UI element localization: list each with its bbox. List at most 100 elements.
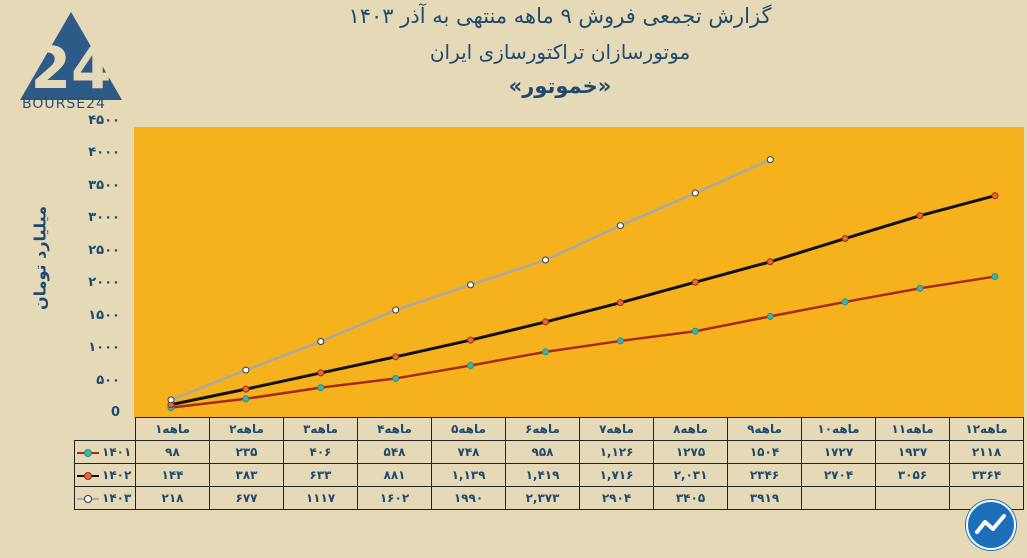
data-point bbox=[691, 327, 699, 335]
table-cell: ۱۵۰۴ bbox=[727, 440, 802, 464]
table-cell: ۲۱۸ bbox=[135, 486, 210, 510]
bourse24-logo: 24 bbox=[20, 12, 122, 102]
chart-title: گزارش تجمعی فروش ۹ ماهه منتهی به آذر ۱۴۰… bbox=[348, 4, 772, 28]
legend-entry: ۱۴۰۳ bbox=[74, 486, 136, 510]
table-cell: ۲۹۰۴ bbox=[579, 486, 654, 510]
table-row: ۱۴۰۳ ۲۱۸ ۶۷۷ ۱۱۱۷ ۱۶۰۲ ۱۹۹۰ ۲,۳۷۳ ۲۹۰۴ ۳۴۰۵ ۳۹۱۹ bbox=[74, 486, 1024, 510]
table-cell: ۱,۱۲۶ bbox=[579, 440, 654, 464]
data-point bbox=[467, 336, 475, 344]
data-point bbox=[916, 284, 924, 292]
data-point bbox=[467, 361, 475, 369]
chart-subtitle: موتورسازان تراکتورسازی ایران bbox=[429, 40, 691, 64]
table-cell: ۱,۱۳۹ bbox=[431, 463, 506, 487]
data-point bbox=[242, 385, 250, 393]
legend-label: ۱۴۰۱ bbox=[102, 445, 132, 459]
category-label: ۱ماهه bbox=[135, 417, 210, 441]
legend-entry: ۱۴۰۱ bbox=[74, 440, 136, 464]
data-point bbox=[317, 384, 325, 392]
data-point bbox=[991, 273, 999, 281]
series-line-1 bbox=[170, 275, 996, 409]
table-cell: ۶۷۷ bbox=[209, 486, 284, 510]
data-point bbox=[616, 337, 624, 345]
table-row: ۱۴۰۲ ۱۴۴ ۳۸۳ ۶۳۳ ۸۸۱ ۱,۱۳۹ ۱,۴۱۹ ۱,۷۱۶ ۲,۰۳۱ ۲۳۴۶… bbox=[74, 463, 1024, 487]
data-point bbox=[991, 192, 999, 200]
data-point bbox=[542, 348, 549, 356]
data-point bbox=[616, 222, 624, 230]
table-cell: ۷۴۸ bbox=[431, 440, 506, 464]
y-tick-label: ۱۰۰۰ bbox=[88, 340, 120, 356]
category-label: ۶ماهه bbox=[505, 417, 580, 441]
table-cell: ۳۸۳ bbox=[209, 463, 284, 487]
table-cell: ۲۱۱۸ bbox=[949, 440, 1024, 464]
logo-text: BOURSE24 bbox=[22, 96, 106, 112]
table-cell: ۱۷۲۷ bbox=[801, 440, 876, 464]
data-point bbox=[392, 374, 400, 382]
table-row: ۱۴۰۱ ۹۸ ۲۳۵ ۴۰۶ ۵۴۸ ۷۴۸ ۹۵۸ ۱,۱۲۶ ۱۲۷۵ ۱۵۰۴ ۱۷۲۷ ۱۹… bbox=[74, 440, 1024, 464]
table-cell: ۴۰۶ bbox=[283, 440, 358, 464]
data-point bbox=[392, 353, 400, 361]
data-point bbox=[392, 306, 400, 314]
category-label: ۵ماهه bbox=[431, 417, 506, 441]
table-cell: ۳۰۵۶ bbox=[875, 463, 950, 487]
table-cell: ۱۱۱۷ bbox=[283, 486, 358, 510]
y-tick-label: ۴۵۰۰ bbox=[88, 113, 120, 128]
y-tick-label: ۴۰۰۰ bbox=[88, 145, 120, 161]
legend-marker-icon bbox=[77, 448, 99, 457]
data-point bbox=[242, 366, 250, 374]
table-cell: ۶۳۳ bbox=[283, 463, 358, 487]
bourse24-badge-icon bbox=[966, 500, 1016, 550]
table-cell bbox=[875, 486, 950, 510]
legend-label: ۱۴۰۲ bbox=[102, 468, 132, 482]
data-point bbox=[766, 258, 774, 266]
legend-marker-icon bbox=[77, 494, 99, 503]
table-cell: ۹۸ bbox=[135, 440, 210, 464]
table-cell: ۱,۴۱۹ bbox=[505, 463, 580, 487]
category-label: ۲ماهه bbox=[209, 417, 284, 441]
legend-entry: ۱۴۰۲ bbox=[74, 463, 136, 487]
table-cell: ۱۶۰۲ bbox=[357, 486, 432, 510]
y-tick-label: ۵۰۰ bbox=[96, 372, 120, 388]
category-label: ۱۱ماهه bbox=[875, 417, 950, 441]
table-cell: ۱۴۴ bbox=[135, 463, 210, 487]
category-label: ۹ماهه bbox=[727, 417, 802, 441]
data-point bbox=[317, 369, 325, 377]
company-ticker: «خموتور» bbox=[508, 74, 612, 98]
data-point bbox=[916, 212, 924, 220]
category-label: ۱۰ماهه bbox=[801, 417, 876, 441]
category-label: ۱۲ماهه bbox=[949, 417, 1024, 441]
data-point bbox=[616, 299, 624, 307]
data-point bbox=[841, 298, 849, 306]
data-point bbox=[542, 256, 549, 264]
data-point bbox=[691, 278, 699, 286]
table-cell: ۲۳۵ bbox=[209, 440, 284, 464]
table-cell: ۳۹۱۹ bbox=[727, 486, 802, 510]
table-cell: ۹۵۸ bbox=[505, 440, 580, 464]
table-corner bbox=[75, 418, 136, 441]
table-cell: ۳۳۶۴ bbox=[949, 463, 1024, 487]
data-point bbox=[542, 318, 549, 326]
table-cell bbox=[801, 486, 876, 510]
y-tick-label: ۳۵۰۰ bbox=[88, 177, 120, 193]
y-tick-label: 0 bbox=[110, 405, 120, 420]
series-line-2 bbox=[170, 194, 996, 407]
table-cell: ۱۹۳۷ bbox=[875, 440, 950, 464]
table-cell: ۱۹۹۰ bbox=[431, 486, 506, 510]
data-point bbox=[766, 312, 774, 320]
data-point bbox=[167, 396, 175, 404]
category-label: ۴ماهه bbox=[357, 417, 432, 441]
data-point bbox=[242, 395, 250, 403]
data-point bbox=[691, 189, 699, 197]
data-point bbox=[467, 281, 475, 289]
table-cell: ۲,۰۳۱ bbox=[653, 463, 728, 487]
table-cell: ۲۳۴۶ bbox=[727, 463, 802, 487]
data-point bbox=[766, 156, 774, 164]
y-tick-label: ۳۰۰۰ bbox=[88, 210, 120, 226]
svg-text:24: 24 bbox=[31, 34, 112, 102]
y-tick-label: ۲۵۰۰ bbox=[88, 242, 120, 258]
table-cell: ۳۴۰۵ bbox=[653, 486, 728, 510]
category-label: ۷ماهه bbox=[579, 417, 654, 441]
category-label: ۳ماهه bbox=[283, 417, 358, 441]
table-cell: ۸۸۱ bbox=[357, 463, 432, 487]
y-tick-label: ۲۰۰۰ bbox=[88, 275, 120, 291]
